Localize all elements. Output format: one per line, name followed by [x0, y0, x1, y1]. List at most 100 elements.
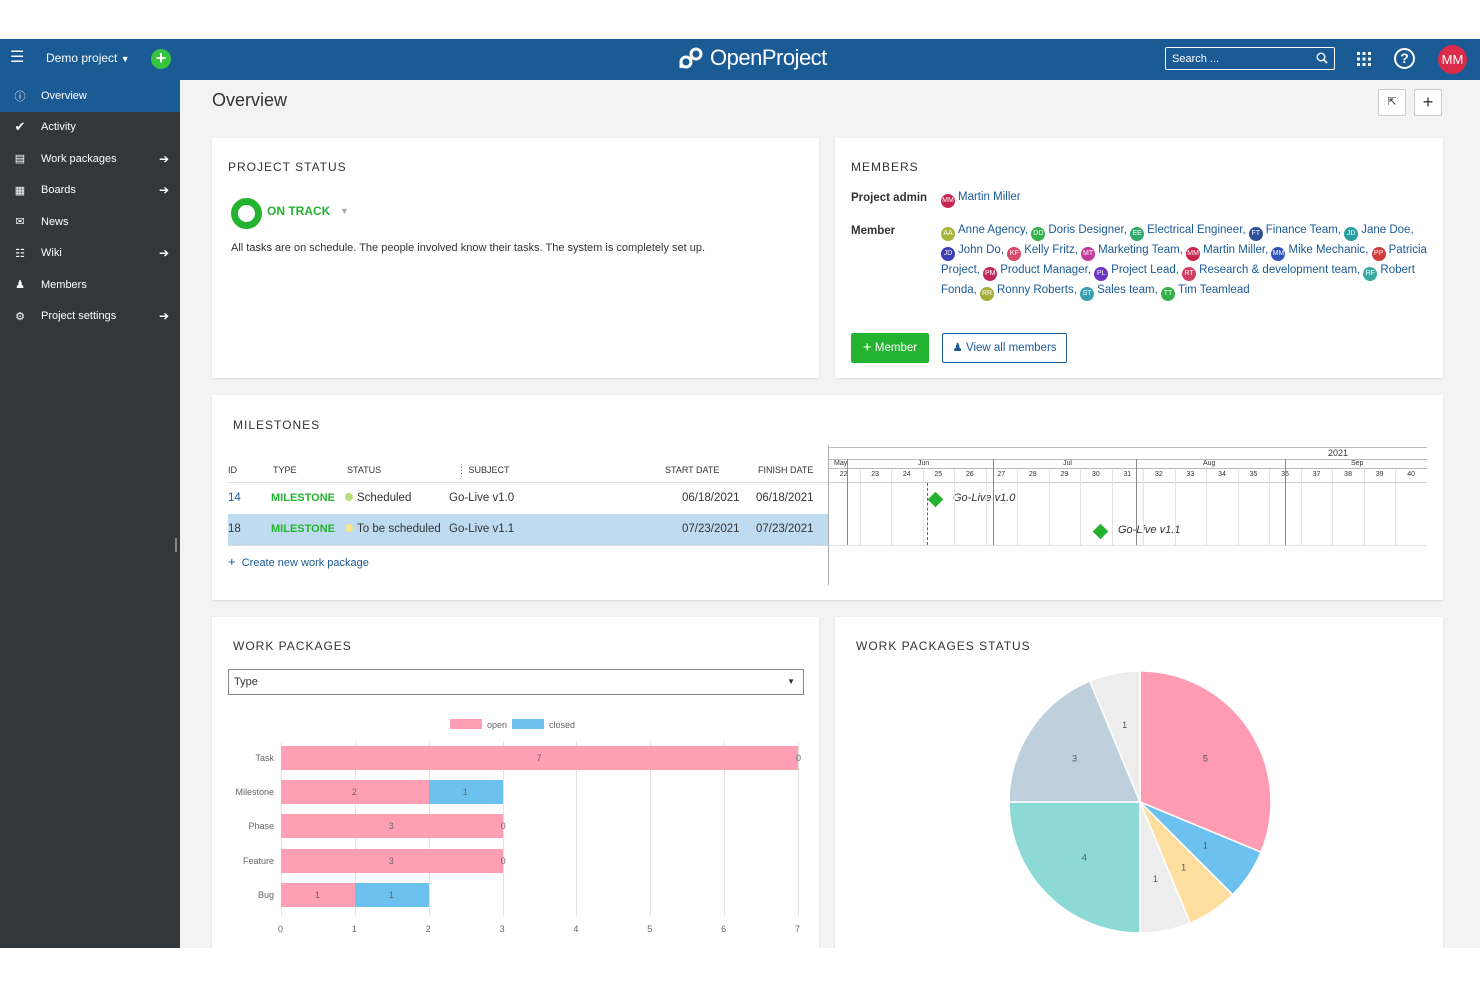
- bar-open[interactable]: [281, 814, 503, 839]
- sidebar-item-work-packages[interactable]: ▤ Work packages ➔: [0, 143, 180, 175]
- pie-slice[interactable]: [1088, 670, 1141, 803]
- gantt-week: 23: [871, 471, 880, 478]
- user-avatar[interactable]: MM: [1438, 45, 1467, 74]
- project-selector[interactable]: Demo project ▼: [46, 51, 130, 65]
- member-link[interactable]: Sales team: [1097, 284, 1155, 296]
- bar-closed[interactable]: [354, 882, 429, 907]
- add-button[interactable]: +: [151, 49, 171, 69]
- status-label[interactable]: ON TRACK: [267, 204, 331, 218]
- member-link[interactable]: Anne Agency: [958, 224, 1025, 236]
- gantt-chart[interactable]: 2021 May Jun Jul Aug Sep Go-Live v1.0 Go…: [828, 445, 1427, 585]
- gantt-week: 35: [1249, 471, 1258, 478]
- member-link[interactable]: Electrical Engineer: [1147, 224, 1243, 236]
- member-link[interactable]: Jane Doe: [1361, 224, 1411, 236]
- sidebar-resize-handle[interactable]: [175, 538, 177, 552]
- table-row[interactable]: 14 MILESTONE Scheduled Go-Live v1.0 06/1…: [228, 483, 828, 514]
- gantt-month: May: [834, 460, 848, 467]
- member-link[interactable]: Patricia Project: [941, 244, 1427, 276]
- add-member-button[interactable]: + Member: [851, 333, 929, 363]
- gantt-month: Aug: [1203, 460, 1216, 467]
- row-id[interactable]: 18: [228, 523, 241, 535]
- milestone-diamond-icon[interactable]: [1092, 523, 1109, 540]
- row-subject[interactable]: Go-Live v1.1: [449, 523, 515, 535]
- member-link[interactable]: Tim Teamlead: [1178, 284, 1250, 296]
- member-link[interactable]: John Do: [958, 244, 1001, 256]
- bar-open[interactable]: [281, 780, 429, 805]
- member-link[interactable]: Product Manager: [1000, 264, 1088, 276]
- help-icon[interactable]: ?: [1394, 48, 1415, 69]
- group-by-select[interactable]: Type ▼: [228, 669, 804, 695]
- bar-closed[interactable]: [428, 780, 503, 805]
- legend-label[interactable]: open: [487, 720, 508, 730]
- arrow-right-icon[interactable]: ➔: [159, 183, 170, 198]
- member-link[interactable]: Marketing Team: [1098, 244, 1180, 256]
- sidebar-item-news[interactable]: ✉ News: [0, 206, 180, 238]
- status-indicator-icon: [231, 198, 262, 229]
- sidebar-item-activity[interactable]: ✔ Activity: [0, 112, 180, 144]
- fullscreen-button[interactable]: ⇱: [1378, 89, 1406, 116]
- x-tick-label: 5: [647, 924, 653, 934]
- separator: ,: [1337, 224, 1345, 236]
- divider: [228, 545, 828, 546]
- member-link[interactable]: Finance Team: [1265, 224, 1338, 236]
- sidebar-item-boards[interactable]: ▦ Boards ➔: [0, 175, 180, 207]
- legend-label[interactable]: closed: [549, 720, 576, 730]
- row-finish-date[interactable]: 07/23/2021: [756, 523, 814, 535]
- pie-slice[interactable]: [1008, 679, 1142, 803]
- bar-open[interactable]: [281, 848, 503, 873]
- create-work-package-link[interactable]: + Create new work package: [228, 554, 369, 569]
- search-input[interactable]: [1172, 51, 1307, 66]
- column-header-id[interactable]: ID: [228, 465, 237, 475]
- gantt-grid-line: [828, 469, 829, 545]
- milestone-diamond-icon[interactable]: [927, 491, 944, 508]
- row-subject[interactable]: Go-Live v1.0: [449, 492, 515, 504]
- view-all-members-button[interactable]: ♟ View all members: [942, 333, 1067, 363]
- pie-slice-label: 1: [1153, 874, 1158, 884]
- add-widget-button[interactable]: +: [1414, 89, 1442, 116]
- sidebar-item-overview[interactable]: ⓘ Overview: [0, 80, 180, 112]
- caret-down-icon: ▼: [120, 54, 130, 64]
- row-id[interactable]: 14: [228, 492, 241, 504]
- row-status[interactable]: To be scheduled: [345, 523, 441, 535]
- pie-slice[interactable]: [1008, 801, 1141, 934]
- column-header-subject[interactable]: ⋮ SUBJECT: [457, 465, 510, 476]
- member-link[interactable]: Kelly Fritz: [1024, 244, 1075, 256]
- arrow-right-icon[interactable]: ➔: [159, 309, 170, 324]
- member-avatar: DD: [1031, 227, 1046, 241]
- row-start-date[interactable]: 06/18/2021: [682, 492, 740, 504]
- search-box[interactable]: [1165, 47, 1335, 70]
- sidebar-item-project-settings[interactable]: ⚙ Project settings ➔: [0, 301, 180, 333]
- column-header-type[interactable]: TYPE: [273, 465, 297, 475]
- bar-open[interactable]: [281, 746, 798, 770]
- row-finish-date[interactable]: 06/18/2021: [756, 492, 814, 504]
- member-link[interactable]: Robert Fonda: [941, 264, 1415, 296]
- member-link[interactable]: Doris Designer: [1048, 224, 1124, 236]
- column-header-finish-date[interactable]: FINISH DATE: [758, 465, 814, 475]
- column-header-status[interactable]: STATUS: [347, 465, 382, 475]
- bar-open[interactable]: [281, 882, 355, 907]
- member-link[interactable]: Martin Miller: [958, 191, 1021, 203]
- row-start-date[interactable]: 07/23/2021: [682, 523, 740, 535]
- member-link[interactable]: Mike Mechanic: [1288, 244, 1366, 256]
- openproject-logo[interactable]: OpenProject: [678, 45, 827, 71]
- modules-grid-icon[interactable]: [1357, 52, 1371, 66]
- member-link[interactable]: Ronny Roberts: [997, 284, 1074, 296]
- pie-slice[interactable]: [1139, 670, 1272, 854]
- hierarchy-icon[interactable]: ⋮: [457, 465, 466, 475]
- member-avatar: MM: [1271, 247, 1286, 261]
- table-row[interactable]: 18 MILESTONE To be scheduled Go-Live v1.…: [228, 514, 828, 545]
- column-header-start-date[interactable]: START DATE: [665, 465, 720, 475]
- sidebar-item-members[interactable]: ♟ Members: [0, 269, 180, 301]
- status-description[interactable]: All tasks are on schedule. The people in…: [231, 242, 706, 254]
- arrow-right-icon[interactable]: ➔: [159, 151, 170, 166]
- create-link-label: Create new work package: [241, 557, 369, 569]
- caret-down-icon[interactable]: ▼: [340, 206, 349, 216]
- member-link[interactable]: Martin Miller: [1203, 244, 1266, 256]
- arrow-right-icon[interactable]: ➔: [159, 246, 170, 261]
- member-link[interactable]: Research & development team: [1199, 264, 1358, 276]
- search-icon[interactable]: [1316, 52, 1328, 64]
- menu-icon[interactable]: ☰: [10, 49, 25, 66]
- row-status[interactable]: Scheduled: [345, 492, 411, 504]
- sidebar-item-wiki[interactable]: ☷ Wiki ➔: [0, 238, 180, 270]
- member-link[interactable]: Project Lead: [1111, 264, 1176, 276]
